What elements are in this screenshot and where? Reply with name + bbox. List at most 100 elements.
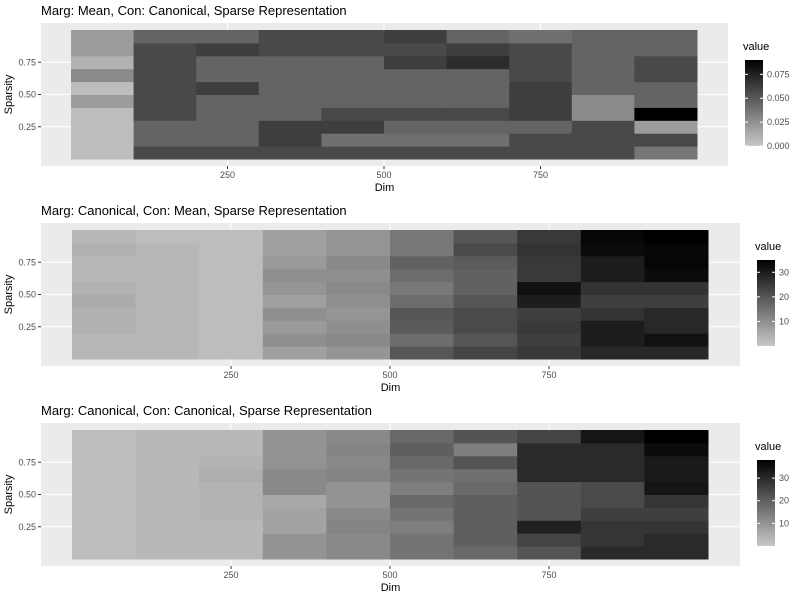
heatmap-cell <box>580 307 645 321</box>
heatmap-cell <box>644 430 709 444</box>
heatmap-cell <box>71 81 135 95</box>
heatmap-cell <box>326 333 391 347</box>
heatmap-cell <box>453 520 518 534</box>
heatmap-cell <box>196 30 260 44</box>
x-axis-label: Dim <box>375 182 395 194</box>
heatmap-cell <box>571 120 635 134</box>
heatmap-cell <box>258 81 322 95</box>
heatmap-cell <box>135 268 200 283</box>
heatmap-cell <box>644 333 709 347</box>
heatmap-cell <box>196 146 260 160</box>
heatmap-cell <box>135 442 200 457</box>
heatmap-cell <box>326 430 391 444</box>
heatmap-cell <box>133 81 197 95</box>
heatmap-cell <box>326 468 391 483</box>
legend-tick-label: 30 <box>779 267 789 277</box>
legend-colorbar <box>745 60 763 146</box>
heatmap-cell <box>199 468 264 483</box>
heatmap-cell <box>517 242 582 257</box>
heatmap-cell <box>199 533 264 547</box>
y-axis-label: Sparsity <box>3 474 15 514</box>
heatmap-cell <box>133 94 197 108</box>
heatmap-cell <box>644 255 709 270</box>
heatmap-cell <box>453 307 518 321</box>
heatmap-cell <box>71 42 135 57</box>
heatmap-cell <box>517 455 582 470</box>
heatmap-cell <box>71 133 135 147</box>
heatmap-cell <box>135 333 200 347</box>
heatmap-cell <box>71 120 135 134</box>
heatmap-cell <box>580 533 645 547</box>
heatmap-cell <box>517 346 582 360</box>
heatmap-cell <box>390 255 455 270</box>
heatmap-cell <box>72 320 137 334</box>
heatmap-cell <box>453 468 518 483</box>
heatmap-cell <box>199 320 264 334</box>
heatmap-cell <box>326 294 391 308</box>
heatmap-cell <box>321 107 385 121</box>
heatmap-cell <box>634 94 698 108</box>
legend-tick-label: 0.075 <box>767 69 790 79</box>
heatmap-cell <box>135 307 200 321</box>
heatmap-cell <box>71 107 135 121</box>
x-axis-label: Dim <box>381 582 401 594</box>
heatmap-cell <box>199 268 264 283</box>
heatmap-cell <box>453 255 518 270</box>
y-tick-label: 0.75 <box>18 57 36 67</box>
heatmap-cell <box>509 94 573 108</box>
heatmap-cell <box>71 68 135 83</box>
heatmap-cell <box>72 533 137 547</box>
heatmap-cell <box>580 430 645 444</box>
heatmap-cell <box>580 442 645 457</box>
heatmap-panel-2: Marg: Canonical, Con: Mean, Sparse Repre… <box>0 200 800 400</box>
heatmap-cell <box>644 294 709 308</box>
heatmap-cell <box>446 133 510 147</box>
heatmap-cell <box>644 268 709 283</box>
heatmap-cell <box>135 455 200 470</box>
heatmap-cell <box>644 481 709 495</box>
heatmap-cell <box>517 320 582 334</box>
heatmap-cell <box>453 546 518 560</box>
x-tick-label: 500 <box>376 170 391 180</box>
heatmap-cell <box>644 546 709 560</box>
heatmap-cell <box>262 346 327 360</box>
heatmap-cell <box>262 430 327 444</box>
heatmap-cell <box>517 230 582 244</box>
heatmap-cell <box>571 55 635 70</box>
heatmap-cell <box>453 430 518 444</box>
heatmap-cell <box>571 81 635 95</box>
heatmap-cell <box>390 294 455 308</box>
x-tick-label: 500 <box>382 570 397 580</box>
heatmap-cell <box>453 494 518 508</box>
heatmap-cell <box>196 42 260 57</box>
heatmap-cell <box>446 81 510 95</box>
heatmap-cell <box>196 120 260 134</box>
heatmap-cell <box>262 333 327 347</box>
heatmap-cell <box>390 494 455 508</box>
heatmap-cell <box>644 281 709 295</box>
heatmap-cell <box>196 68 260 83</box>
heatmap-cell <box>644 494 709 508</box>
heatmap-cell <box>326 520 391 534</box>
heatmap-panel-3: Marg: Canonical, Con: Canonical, Sparse … <box>0 400 800 600</box>
heatmap-cell <box>258 107 322 121</box>
heatmap-cell <box>262 533 327 547</box>
heatmap-cell <box>580 320 645 334</box>
heatmap-cell <box>644 346 709 360</box>
heatmap-cell <box>326 346 391 360</box>
heatmap-cell <box>135 320 200 334</box>
heatmap-cell <box>390 507 455 521</box>
heatmap-cell <box>384 68 448 83</box>
heatmap-cell <box>321 94 385 108</box>
heatmap-cell <box>321 42 385 57</box>
heatmap-cell <box>72 307 137 321</box>
heatmap-cell <box>135 546 200 560</box>
heatmap-cell <box>644 468 709 483</box>
heatmap-cell <box>390 320 455 334</box>
heatmap-cell <box>580 281 645 295</box>
y-tick-label: 0.50 <box>18 90 36 100</box>
heatmap-cell <box>326 320 391 334</box>
heatmap-cell <box>326 455 391 470</box>
heatmap-cell <box>135 346 200 360</box>
heatmap-cell <box>571 94 635 108</box>
